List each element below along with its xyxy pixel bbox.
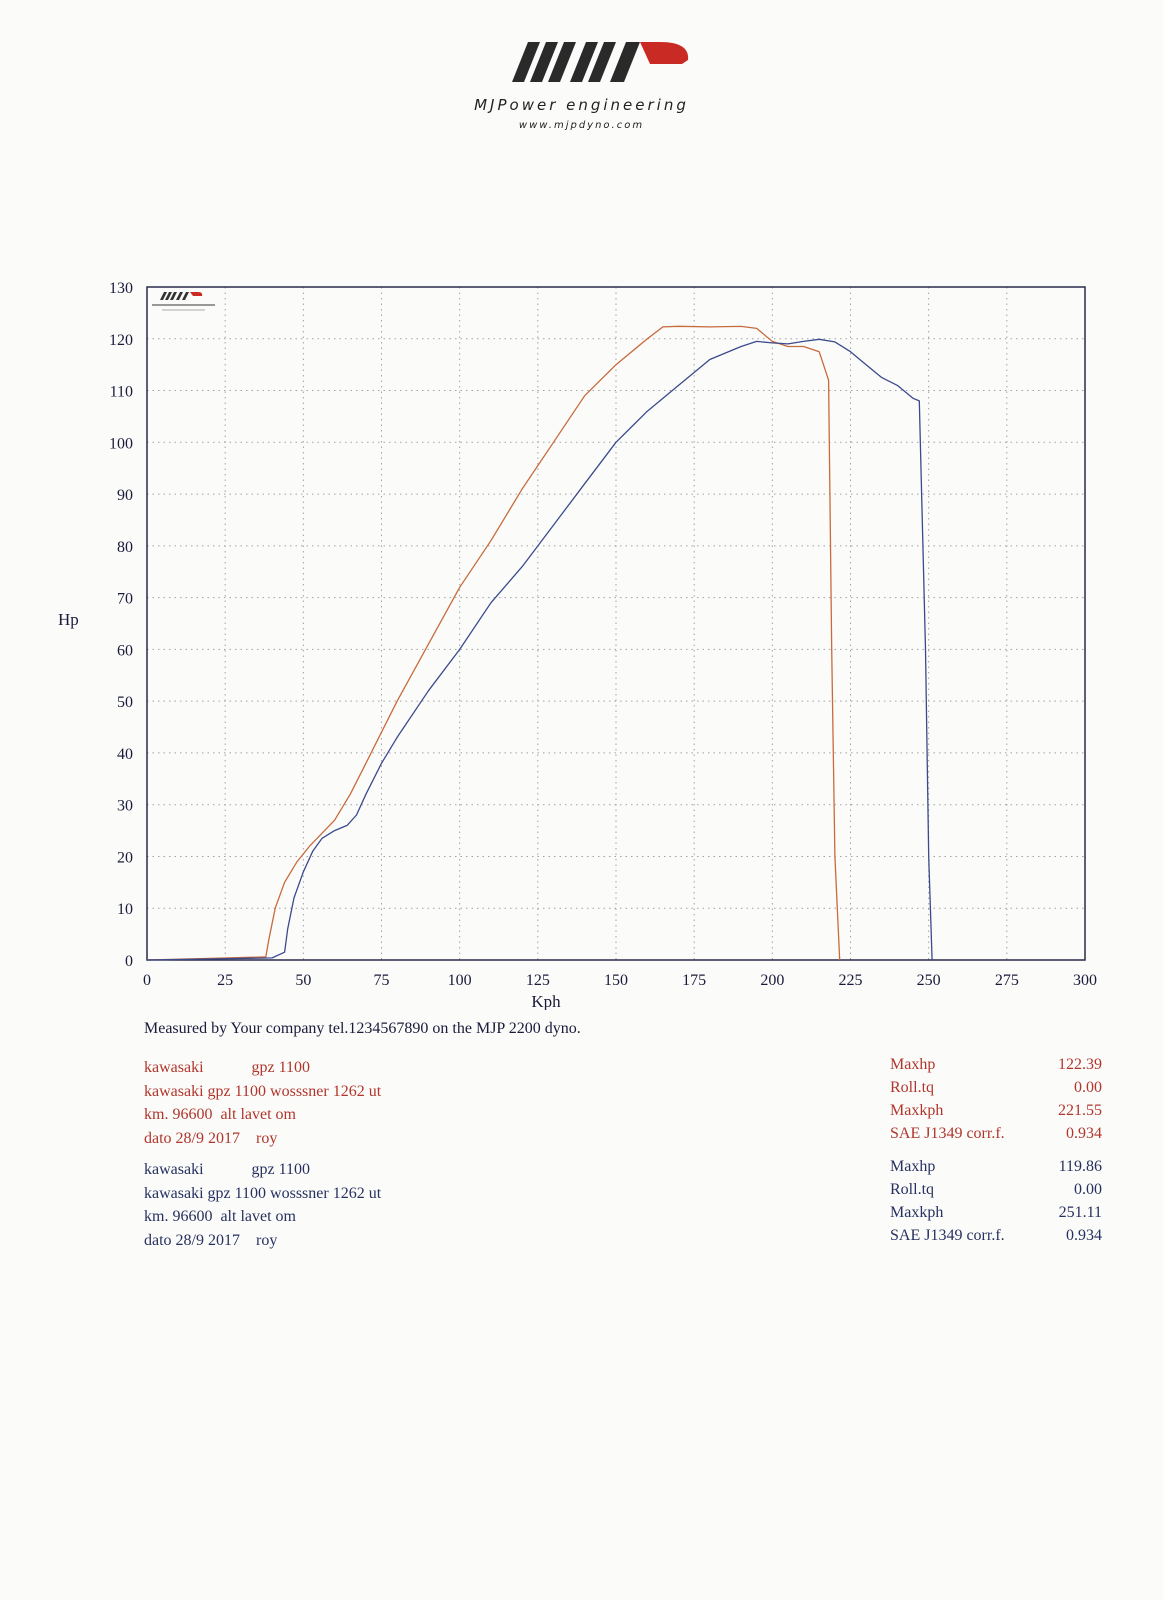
run-2-line-model: kawasaki gpz 1100 wosssner 1262 ut (144, 1184, 382, 1202)
run-2-description: kawasaki gpz 1100 kawasaki gpz 1100 woss… (144, 1158, 381, 1252)
x-tick-label: 100 (448, 972, 472, 989)
y-tick-label: 120 (109, 332, 133, 349)
chart-watermark-logo (152, 292, 215, 311)
run-2-stats: Maxhp 119.86 Roll.tq 0.00 Maxkph 251.11 SAE… (890, 1155, 1102, 1247)
y-tick-label: 10 (117, 901, 133, 918)
y-tick-label: 40 (117, 746, 133, 763)
x-tick-label: 275 (995, 972, 1019, 989)
run-1-stat-maxhp: Maxhp 122.39 (890, 1056, 1102, 1073)
logo-mark (512, 42, 689, 82)
x-tick-label: 300 (1073, 972, 1097, 989)
run-1-stat-maxkph: Maxkph 221.55 (890, 1102, 1102, 1119)
y-tick-label: 100 (109, 435, 133, 452)
run-1-line-date: dato 28/9 2017 roy (144, 1129, 278, 1147)
measured-by-note: Measured by Your company tel.1234567890 … (144, 1020, 581, 1037)
series-line-run-1 (146, 325, 841, 961)
x-axis-label: Kph (531, 992, 561, 1010)
run-1-stat-rolltq: Roll.tq 0.00 (890, 1079, 1102, 1096)
run-2-stat-maxhp: Maxhp 119.86 (890, 1158, 1102, 1175)
y-tick-label: 70 (117, 591, 133, 608)
run-2-stat-corr: SAE J1349 corr.f. 0.934 (890, 1227, 1102, 1244)
chart-series (146, 325, 933, 961)
x-tick-label: 50 (295, 972, 311, 989)
dyno-chart: 0 25 50 75 100 125 150 175 200 225 250 275 300 0 10 20 3… (58, 280, 1097, 1010)
y-axis-label: Hp (58, 610, 79, 629)
chart-ticks: 0 25 50 75 100 125 150 175 200 225 250 275 300 0 10 20 3… (109, 280, 1097, 989)
y-tick-label: 130 (109, 280, 133, 297)
y-tick-label: 50 (117, 694, 133, 711)
run-1-stats: Maxhp 122.39 Roll.tq 0.00 Maxkph 221.55 SAE… (890, 1053, 1102, 1145)
brand-url: www.mjpdyno.com (518, 120, 645, 131)
brand-name: MJPower engineering (474, 96, 689, 114)
run-1-line-model: kawasaki gpz 1100 wosssner 1262 ut (144, 1082, 382, 1100)
series-line-run-2 (146, 338, 933, 961)
x-tick-label: 175 (682, 972, 706, 989)
brand-logo (512, 42, 689, 82)
plot-frame (146, 286, 1086, 961)
chart-grid (147, 287, 1085, 960)
y-tick-label: 0 (125, 953, 133, 970)
run-1-line-make: kawasaki gpz 1100 (144, 1059, 311, 1076)
run-2-stat-rolltq: Roll.tq 0.00 (890, 1181, 1102, 1198)
run-2-line-km: km. 96600 alt lavet om (144, 1208, 296, 1225)
x-tick-label: 150 (604, 972, 628, 989)
y-tick-label: 90 (117, 487, 133, 504)
x-tick-label: 25 (217, 972, 233, 989)
run-2-stat-maxkph: Maxkph 251.11 (890, 1204, 1102, 1221)
x-tick-label: 125 (526, 972, 550, 989)
y-tick-label: 60 (117, 642, 133, 659)
x-tick-label: 0 (143, 972, 151, 989)
run-2-line-make: kawasaki gpz 1100 (144, 1161, 311, 1178)
run-1-stat-corr: SAE J1349 corr.f. 0.934 (890, 1125, 1102, 1142)
x-tick-label: 250 (917, 972, 941, 989)
y-tick-label: 110 (110, 384, 133, 401)
y-tick-label: 80 (117, 539, 133, 556)
run-2-line-date: dato 28/9 2017 roy (144, 1231, 278, 1249)
x-tick-label: 200 (760, 972, 784, 989)
y-tick-label: 20 (117, 849, 133, 866)
x-tick-label: 225 (839, 972, 863, 989)
run-1-description: kawasaki gpz 1100 kawasaki gpz 1100 woss… (144, 1056, 381, 1150)
y-tick-label: 30 (117, 798, 133, 815)
run-1-line-km: km. 96600 alt lavet om (144, 1106, 296, 1123)
x-tick-label: 75 (374, 972, 390, 989)
